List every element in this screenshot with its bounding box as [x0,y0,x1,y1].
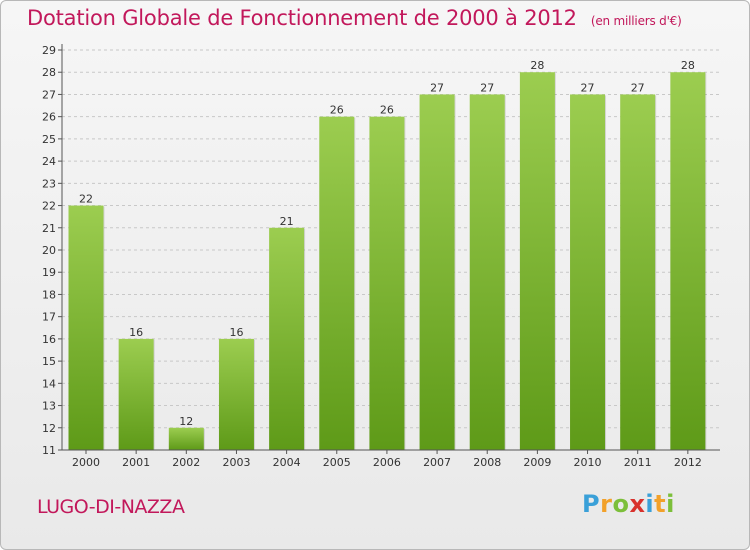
y-tick-label: 13 [42,400,56,413]
logo-letter: P [582,490,601,518]
x-tick-label: 2011 [624,456,652,469]
y-tick-label: 16 [42,333,56,346]
bar [319,116,355,451]
bar-value-label: 12 [179,415,193,428]
bar [469,94,505,450]
y-tick-label: 22 [42,200,56,213]
x-tick-label: 2010 [574,456,602,469]
bar [519,72,555,450]
bar [269,227,305,450]
bar [570,94,606,450]
y-tick-label: 14 [42,377,56,390]
y-tick-label: 21 [42,222,56,235]
y-tick-label: 24 [42,155,56,168]
bar-value-label: 21 [280,215,294,228]
y-tick-label: 15 [42,355,56,368]
grid-lines [62,49,720,451]
bar-value-label: 26 [380,104,394,117]
y-tick-label: 27 [42,88,56,101]
bar [218,338,254,450]
bar-value-label: 27 [581,81,595,94]
x-tick-label: 2003 [222,456,250,469]
x-tick-label: 2007 [423,456,451,469]
x-tick-label: 2006 [373,456,401,469]
bar [68,205,104,450]
logo-letter: r [600,490,613,518]
y-tick-label: 26 [42,111,56,124]
bar-value-label: 27 [480,81,494,94]
y-tick-label: 20 [42,244,56,257]
chart-title-text: Dotation Globale de Fonctionnement de 20… [27,6,577,30]
bar [369,116,405,451]
bar-value-label: 26 [330,104,344,117]
y-tick-label: 17 [42,311,56,324]
logo-letter: i [645,490,655,518]
bar [168,427,204,450]
x-tick-label: 2009 [523,456,551,469]
y-tick-label: 12 [42,422,56,435]
bar-value-label: 16 [129,326,143,339]
x-tick-label: 2001 [122,456,150,469]
bar-value-label: 16 [229,326,243,339]
bar-value-label: 28 [681,59,695,72]
y-tick-label: 28 [42,66,56,79]
y-tick-label: 19 [42,266,56,279]
bar-value-label: 28 [530,59,544,72]
bar [670,72,706,450]
bar [118,338,154,450]
commune-name: LUGO-DI-NAZZA [37,496,185,518]
x-tick-label: 2002 [172,456,200,469]
y-tick-label: 23 [42,177,56,190]
bar-value-label: 22 [79,193,93,206]
proxiti-logo: Proxiti [582,490,675,518]
y-tick-label: 29 [42,44,56,57]
x-tick-label: 2000 [72,456,100,469]
x-axis: 2000 2001 2002 2003 2004 2005 2006 2007 2008 2009… [62,449,720,469]
bar [419,94,455,450]
bars: 22 16 12 16 21 26 26 27 27 28 27 27 28 [68,59,707,451]
y-tick-label: 18 [42,288,56,301]
x-tick-label: 2012 [674,456,702,469]
x-tick-label: 2008 [473,456,501,469]
x-tick-label: 2005 [323,456,351,469]
logo-letter: i [666,490,675,518]
unit-note: (en milliers d'€) [590,14,682,28]
bar-value-label: 27 [631,81,645,94]
logo-letter: o [612,490,630,518]
x-tick-label: 2004 [273,456,301,469]
bar [620,94,656,450]
logo-letter: t [654,490,667,518]
y-axis: 11 12 13 14 15 16 17 18 19 20 21 22 23 24 25 26 27 28 29 [42,44,63,457]
logo-letter: x [629,490,646,518]
y-tick-label: 25 [42,133,56,146]
y-tick-label: 11 [42,444,56,457]
bar-value-label: 27 [430,81,444,94]
chart-title: Dotation Globale de Fonctionnement de 20… [27,6,682,30]
